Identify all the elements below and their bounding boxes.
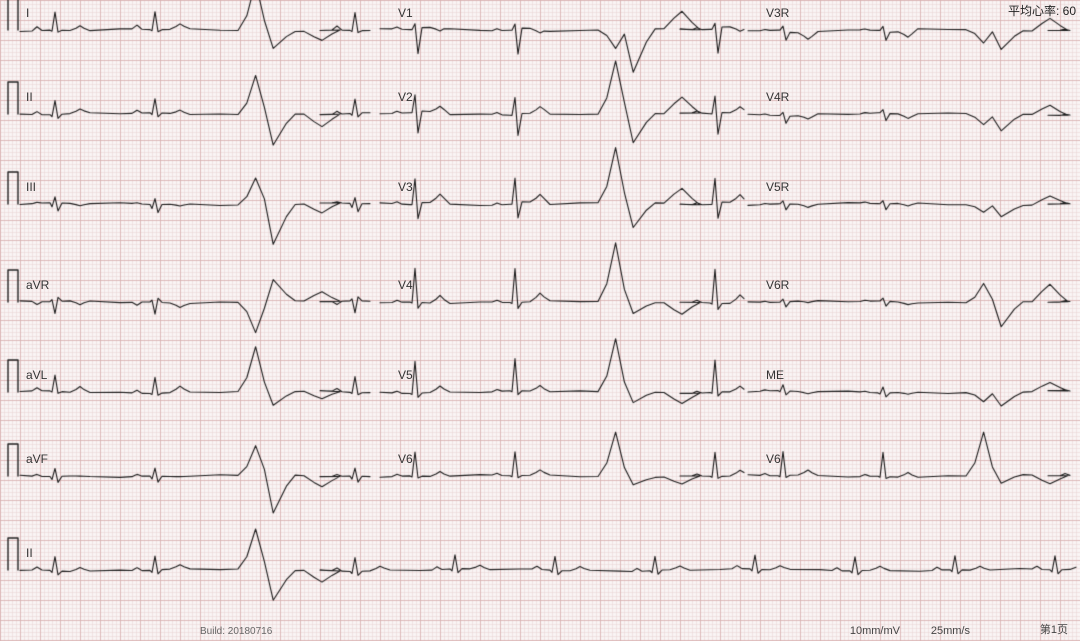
ecg-grid — [0, 0, 1080, 641]
avg-heart-rate: 平均心率: 60 — [1008, 2, 1076, 19]
gain-label: 10mm/mV — [850, 625, 900, 637]
build-label: Build: 20180716 — [200, 626, 272, 637]
speed-label: 25mm/s — [931, 625, 970, 637]
avg-hr-value: 60 — [1063, 4, 1076, 18]
ecg-strip: 平均心率: 60 IV1V3RIIV2V4RIIIV3V5RaVRV4V6RaV… — [0, 0, 1080, 641]
avg-hr-label: 平均心率: — [1008, 4, 1059, 18]
page-label: 第1页 — [1040, 621, 1068, 637]
